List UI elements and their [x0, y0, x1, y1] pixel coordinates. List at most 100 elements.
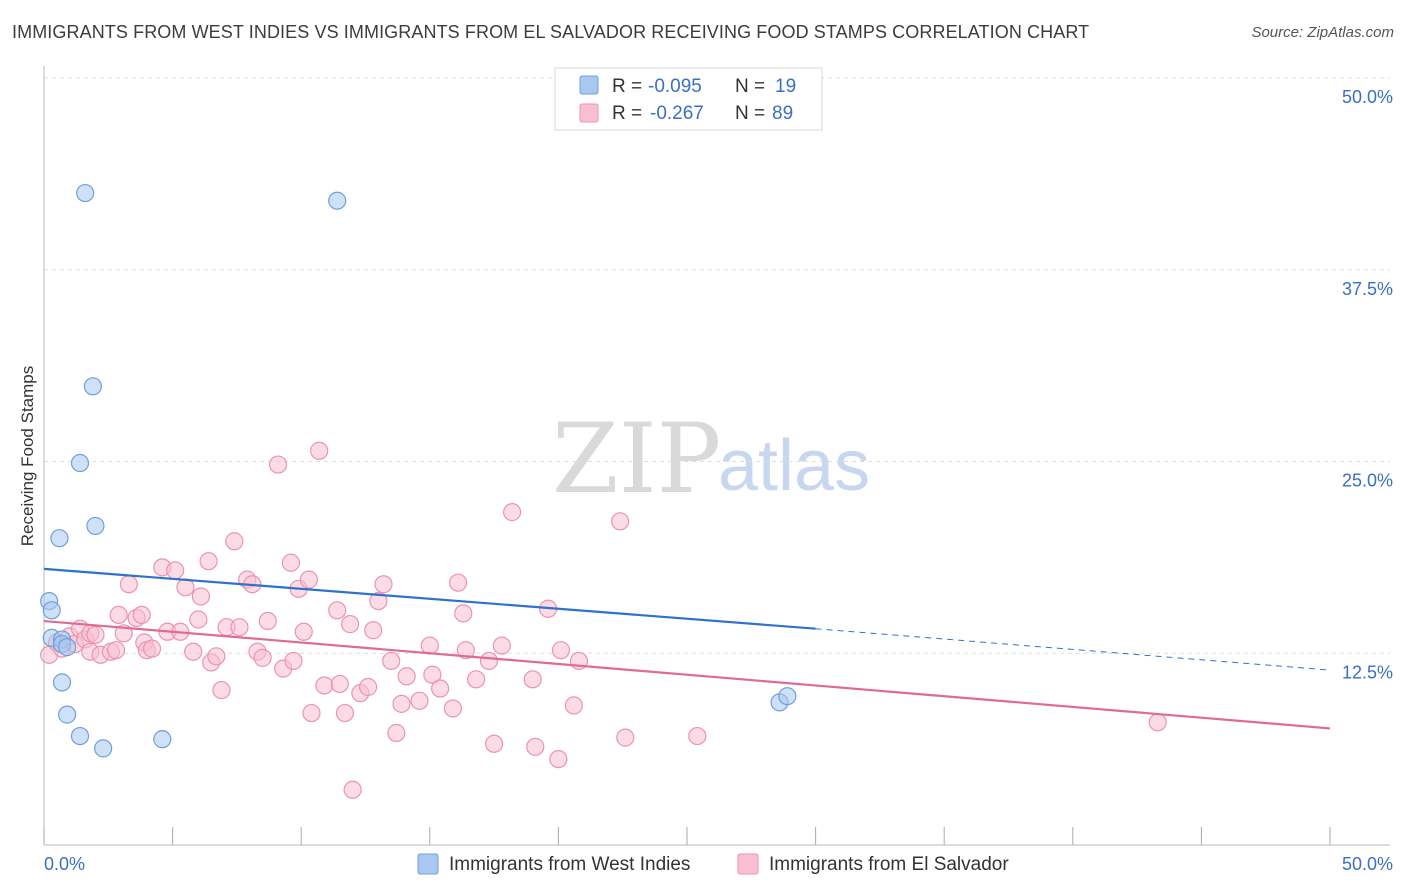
trend-lines: [43, 567, 1331, 730]
el-salvador-point-32: [212, 680, 231, 700]
west-indies-point-15: [153, 730, 172, 749]
el-salvador-point-40: [258, 611, 277, 631]
legend-r-value-west-indies: -0.095: [648, 76, 702, 97]
series-west-indies: [40, 183, 797, 758]
legend-n-label-west-indies: N =: [735, 76, 765, 97]
west-indies-point-18: [778, 687, 797, 706]
el-salvador-point-23: [166, 561, 185, 580]
el-salvador-point-81: [549, 749, 568, 769]
y-axis-label: Receiving Food Stamps: [18, 366, 37, 546]
watermark-atlas: atlas: [718, 426, 870, 506]
west-indies-point-6: [52, 673, 72, 692]
y-tick-label-1: 25.0%: [1342, 471, 1393, 491]
el-salvador-point-63: [392, 694, 411, 713]
el-salvador-point-73: [466, 670, 486, 689]
el-salvador-point-82: [551, 641, 571, 660]
el-salvador-point-76: [492, 636, 511, 655]
trend-line-west-indies-extension: [815, 628, 1331, 671]
el-salvador-point-64: [397, 667, 416, 686]
axes: [43, 66, 1390, 846]
el-salvador-point-68: [430, 679, 450, 698]
el-salvador-point-88: [1148, 713, 1167, 732]
el-salvador-point-13: [109, 605, 128, 625]
legend-n-value-el-salvador: 89: [772, 103, 793, 124]
el-salvador-point-12: [106, 641, 126, 660]
el-salvador-point-41: [268, 455, 288, 474]
legend-swatch-el-salvador: [579, 103, 599, 123]
el-salvador-point-31: [207, 647, 226, 666]
el-salvador-point-74: [479, 651, 499, 671]
legend-r-value-el-salvador: -0.267: [650, 103, 704, 124]
grid-lines: [44, 77, 1390, 654]
y-tick-label-2: 37.5%: [1342, 279, 1393, 299]
el-salvador-point-67: [423, 665, 442, 684]
west-indies-point-3: [50, 529, 69, 548]
el-salvador-point-54: [340, 615, 360, 634]
el-salvador-point-85: [616, 728, 635, 747]
bottom-legend-swatch-west-indies: [417, 853, 439, 875]
y-tick-label-0: 12.5%: [1342, 662, 1393, 682]
el-salvador-point-60: [374, 575, 393, 594]
source-label: Source: ZipAtlas.com: [1251, 24, 1394, 41]
el-salvador-point-57: [358, 677, 378, 697]
watermark: ZIP atlas: [552, 403, 870, 515]
trend-line-el-salvador: [43, 619, 1331, 730]
el-salvador-point-46: [294, 622, 313, 641]
legend-box: R = -0.095 N = 19 R = -0.267 N = 89: [554, 67, 823, 131]
el-salvador-point-50: [315, 676, 334, 695]
el-salvador-point-48: [302, 703, 321, 723]
y-tick-labels: 12.5% 25.0% 37.5% 50.0%: [1342, 87, 1393, 682]
bottom-legend-label-el-salvador: Immigrants from El Salvador: [769, 854, 1009, 875]
legend-n-label-el-salvador: N =: [735, 103, 765, 124]
el-salvador-point-35: [230, 618, 249, 637]
west-indies-point-10: [70, 726, 90, 746]
el-salvador-point-43: [281, 553, 301, 572]
el-salvador-point-15: [119, 575, 138, 594]
x-tick-label-0: 0.0%: [44, 854, 85, 874]
west-indies-point-12: [83, 377, 102, 396]
el-salvador-point-9: [86, 625, 105, 644]
el-salvador-point-79: [526, 737, 545, 756]
west-indies-point-14: [94, 739, 113, 758]
legend-r-label-west-indies: R =: [612, 76, 642, 97]
el-salvador-point-34: [225, 532, 244, 551]
el-salvador-point-29: [199, 552, 218, 571]
west-indies-point-7: [58, 705, 77, 724]
el-salvador-point-83: [564, 696, 583, 715]
west-indies-point-16: [328, 191, 347, 210]
west-indies-point-1: [42, 601, 61, 620]
watermark-zip: ZIP: [552, 403, 721, 515]
x-tick-labels: 0.0% 50.0%: [44, 854, 1393, 874]
el-salvador-point-17: [132, 605, 151, 625]
el-salvador-point-20: [142, 639, 162, 658]
el-salvador-point-66: [420, 636, 439, 655]
el-salvador-point-26: [184, 642, 203, 661]
west-indies-point-9: [70, 453, 90, 473]
el-salvador-point-78: [523, 670, 542, 689]
legend-r-label-el-salvador: R =: [612, 103, 642, 124]
trend-line-west-indies: [43, 567, 816, 630]
el-salvador-point-47: [299, 570, 319, 589]
el-salvador-point-65: [410, 691, 429, 710]
el-salvador-point-75: [485, 734, 504, 753]
el-salvador-point-53: [335, 703, 355, 723]
el-salvador-point-55: [343, 780, 362, 799]
x-tick-label-1: 50.0%: [1342, 854, 1393, 874]
west-indies-point-8: [58, 638, 77, 657]
chart-title: IMMIGRANTS FROM WEST INDIES VS IMMIGRANT…: [12, 22, 1090, 42]
y-tick-label-3: 50.0%: [1342, 87, 1393, 107]
el-salvador-point-61: [382, 651, 401, 671]
west-indies-point-13: [86, 516, 105, 536]
el-salvador-point-69: [443, 699, 463, 718]
el-salvador-point-70: [448, 573, 468, 592]
el-salvador-point-86: [611, 512, 630, 531]
bottom-legend-swatch-el-salvador: [737, 853, 759, 875]
el-salvador-point-51: [328, 601, 347, 620]
legend-n-value-west-indies: 19: [775, 76, 796, 97]
el-salvador-point-28: [191, 587, 210, 606]
west-indies-point-11: [76, 183, 95, 203]
el-salvador-point-59: [369, 591, 388, 611]
el-salvador-point-62: [387, 723, 406, 743]
el-salvador-point-72: [456, 641, 475, 660]
